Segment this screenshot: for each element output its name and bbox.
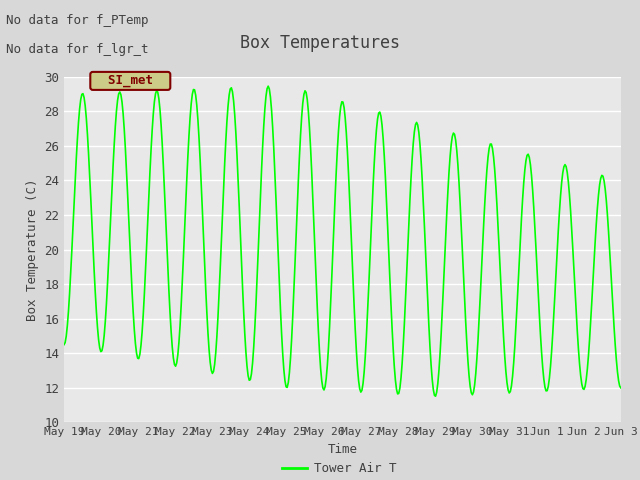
Text: SI_met: SI_met [93,74,168,87]
Text: No data for f_PTemp: No data for f_PTemp [6,14,149,27]
Y-axis label: Box Temperature (C): Box Temperature (C) [26,179,38,321]
Text: No data for f_lgr_t: No data for f_lgr_t [6,43,149,56]
Legend:  [315,459,325,469]
Text: Tower Air T: Tower Air T [314,461,396,475]
Text: Box Temperatures: Box Temperatures [240,34,400,51]
X-axis label: Time: Time [328,443,357,456]
